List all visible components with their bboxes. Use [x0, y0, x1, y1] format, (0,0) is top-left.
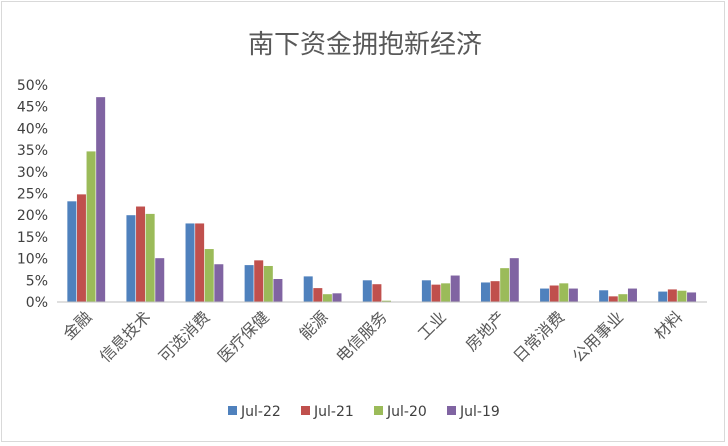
x-axis: 金融 信息技术 可选消费 医疗保健 能源 电信服务 工业 房地产 日常消费 公用事业 材料 [59, 307, 686, 366]
bar-jul-22 [599, 290, 609, 302]
y-tick-label: 10% [17, 252, 48, 268]
bar-jul-20 [322, 294, 332, 302]
bar-jul-21 [313, 288, 323, 302]
bar-jul-22 [540, 288, 550, 302]
bar-jul-19 [96, 97, 106, 303]
bar-jul-21 [549, 285, 559, 302]
bar-jul-21 [667, 289, 677, 302]
bar-jul-22 [185, 223, 195, 302]
bar-jul-19 [450, 275, 460, 302]
bar-jul-19 [214, 264, 224, 302]
bar-jul-20 [86, 151, 96, 302]
bar-jul-20 [441, 283, 451, 302]
bar-jul-19 [155, 258, 165, 302]
bar-jul-19 [273, 279, 283, 302]
bar-jul-22 [303, 276, 313, 302]
legend-label: Jul-19 [459, 404, 500, 420]
bar-jul-21 [608, 296, 618, 302]
bar-jul-22 [362, 280, 372, 302]
legend: Jul-22 Jul-21 Jul-20 Jul-19 [228, 404, 500, 420]
y-tick-label: 0% [26, 295, 48, 311]
x-tick-label: 房地产 [462, 307, 509, 354]
legend-swatch [228, 406, 237, 415]
bar-jul-20 [382, 300, 391, 302]
bar-jul-21 [490, 281, 500, 302]
bar-jul-19 [332, 293, 342, 302]
bar-jul-19 [627, 288, 637, 302]
bar-jul-21 [254, 260, 264, 302]
y-tick-label: 45% [17, 100, 48, 116]
bar-jul-21 [136, 206, 146, 302]
x-tick-label: 电信服务 [332, 307, 391, 366]
x-tick-label: 信息技术 [96, 307, 155, 366]
x-tick-label: 材料 [650, 307, 686, 343]
bars [67, 97, 697, 303]
y-axis: 0% 5% 10% 15% 20% 25% 30% 35% 40% 45% 50% [17, 78, 48, 311]
y-tick-label: 20% [17, 208, 48, 224]
bar-jul-22 [658, 291, 668, 302]
bar-jul-21 [195, 223, 205, 302]
y-tick-label: 5% [26, 273, 48, 289]
bar-jul-20 [500, 268, 510, 302]
y-tick-label: 50% [17, 78, 48, 94]
bar-jul-20 [145, 213, 155, 302]
chart-title: 南下资金拥抱新经济 [248, 30, 482, 60]
x-tick-label: 医疗保健 [214, 307, 273, 366]
bar-jul-22 [67, 201, 77, 302]
x-tick-label: 能源 [296, 307, 332, 343]
y-tick-label: 25% [17, 187, 48, 203]
bar-jul-20 [204, 249, 214, 302]
bar-jul-20 [677, 290, 687, 302]
legend-swatch [374, 406, 383, 415]
bar-jul-21 [76, 194, 86, 302]
bar-jul-20 [618, 294, 628, 302]
legend-swatch [447, 406, 456, 415]
x-tick-label: 公用事业 [568, 307, 627, 366]
bar-jul-22 [244, 265, 254, 302]
x-tick-label: 日常消费 [509, 307, 568, 366]
bar-jul-22 [480, 282, 490, 302]
legend-label: Jul-22 [240, 404, 281, 420]
bar-jul-19 [568, 288, 578, 302]
bar-jul-19 [509, 258, 519, 302]
y-tick-label: 30% [17, 165, 48, 181]
legend-label: Jul-21 [313, 404, 354, 420]
bar-jul-22 [126, 215, 136, 302]
bar-jul-21 [372, 284, 382, 302]
bar-jul-22 [421, 280, 431, 302]
y-tick-label: 15% [17, 230, 48, 246]
x-tick-label: 金融 [59, 307, 95, 343]
bar-jul-21 [431, 284, 441, 302]
y-tick-label: 40% [17, 121, 48, 137]
x-tick-label: 可选消费 [155, 307, 214, 366]
bar-jul-19 [687, 292, 697, 302]
legend-swatch [301, 406, 310, 415]
legend-label: Jul-20 [386, 404, 427, 420]
bar-jul-20 [559, 283, 569, 302]
bar-jul-20 [263, 265, 273, 302]
x-tick-label: 工业 [414, 307, 450, 343]
y-tick-label: 35% [17, 143, 48, 159]
